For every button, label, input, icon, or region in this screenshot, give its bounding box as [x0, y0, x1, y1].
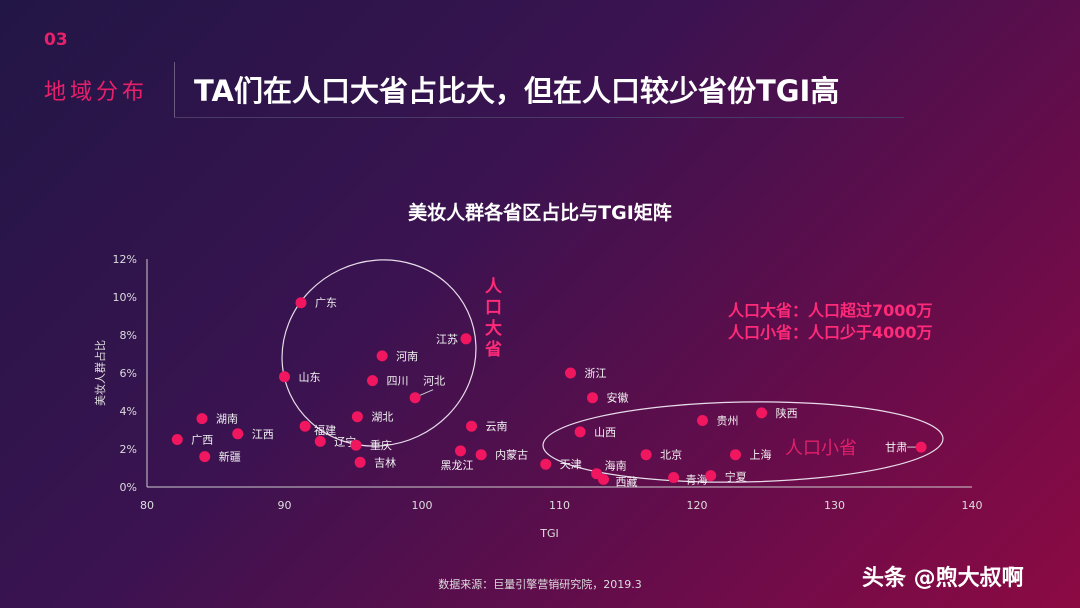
data-point [640, 449, 652, 461]
point-label: 天津 [560, 458, 582, 471]
y-tick-label: 12% [113, 253, 137, 266]
point-label: 新疆 [219, 450, 241, 464]
big-province-annotation: 人口大省 [485, 277, 502, 360]
source-note: 数据来源：巨量引擎营销研究院，2019.3 [438, 578, 642, 591]
point-label: 青海 [686, 473, 708, 487]
chart-title: 美妆人群各省区占比与TGI矩阵 [408, 202, 672, 224]
point-label: 贵州 [717, 415, 739, 428]
section-name: 地域分布 [44, 80, 149, 105]
x-tick-label: 110 [549, 499, 570, 512]
data-point [171, 434, 183, 445]
point-label: 宁夏 [725, 470, 747, 484]
data-point [574, 426, 586, 438]
data-point [587, 392, 598, 404]
y-tick-label: 8% [120, 329, 137, 342]
data-point [314, 435, 326, 447]
x-tick-label: 100 [412, 499, 433, 512]
data-point [279, 371, 290, 383]
point-label: 内蒙古 [495, 448, 528, 462]
leader-line [418, 389, 434, 397]
watermark: 头条 @煦大叔啊 [862, 566, 1024, 591]
y-axis-label: 美妆人群占比 [93, 340, 107, 406]
y-tick-label: 10% [113, 291, 137, 304]
point-label: 河南 [396, 350, 418, 363]
data-point [455, 445, 466, 457]
point-label: 甘肃 [885, 441, 907, 454]
point-label: 江西 [252, 428, 274, 441]
data-point [367, 375, 378, 387]
data-point [295, 297, 307, 309]
point-label: 广东 [315, 297, 337, 310]
point-label: 江苏 [436, 333, 458, 346]
point-label: 黑龙江 [441, 459, 474, 472]
point-label: 山西 [594, 426, 616, 439]
data-point [351, 411, 363, 423]
data-point [299, 420, 311, 432]
legend-note: 人口大省：人口超过7000万 人口小省：人口少于4000万 [728, 300, 933, 344]
data-point [354, 456, 366, 468]
point-label: 四川 [387, 375, 409, 388]
data-point [668, 472, 680, 483]
y-tick-label: 0% [120, 481, 137, 494]
point-label: 海南 [605, 459, 627, 473]
data-point [409, 392, 421, 404]
data-point [350, 439, 362, 451]
data-point [565, 367, 576, 379]
point-label: 北京 [660, 448, 682, 462]
y-tick-label: 2% [120, 443, 137, 456]
data-point [697, 415, 708, 426]
page-title: TA们在人口大省占比大，但在人口较少省份TGI高 [194, 74, 840, 108]
point-label: 西藏 [616, 475, 638, 488]
point-label: 湖北 [371, 411, 393, 424]
legend-small: 人口小省：人口少于4000万 [728, 323, 933, 342]
point-label: 山东 [299, 371, 321, 384]
data-point [466, 420, 477, 432]
data-point [756, 407, 768, 419]
small-province-ellipse [542, 401, 944, 483]
data-point [376, 350, 388, 362]
point-label: 湖南 [216, 413, 238, 426]
section-number: 03 [44, 30, 68, 50]
point-label: 广西 [191, 434, 213, 447]
point-label: 浙江 [585, 367, 607, 380]
point-label: 福建 [314, 423, 336, 437]
divider [174, 62, 175, 118]
data-point [705, 470, 717, 482]
point-label: 陕西 [776, 406, 798, 420]
legend-big: 人口大省：人口超过7000万 [728, 301, 933, 320]
data-point [598, 473, 609, 485]
y-tick-label: 4% [120, 405, 137, 418]
data-point [232, 428, 244, 440]
point-label: 云南 [486, 420, 508, 433]
x-tick-label: 140 [962, 499, 983, 512]
data-point [199, 451, 211, 463]
point-label: 重庆 [370, 438, 392, 452]
point-label: 上海 [750, 448, 772, 462]
header-underline [174, 117, 904, 118]
data-point [540, 458, 552, 470]
x-tick-label: 90 [278, 499, 292, 512]
big-province-ellipse [281, 259, 477, 447]
point-label: 吉林 [374, 455, 396, 469]
data-point [475, 449, 487, 461]
data-point [730, 449, 741, 461]
point-label: 河北 [423, 375, 445, 388]
x-tick-label: 130 [824, 499, 845, 512]
small-province-annotation: 人口小省 [785, 438, 857, 459]
x-tick-label: 120 [687, 499, 708, 512]
data-point [196, 413, 208, 425]
data-point [460, 333, 472, 345]
y-tick-label: 6% [120, 367, 137, 380]
x-tick-label: 80 [140, 499, 154, 512]
x-axis-label: TGI [539, 527, 559, 540]
data-point [915, 441, 927, 453]
point-label: 安徽 [607, 391, 629, 405]
